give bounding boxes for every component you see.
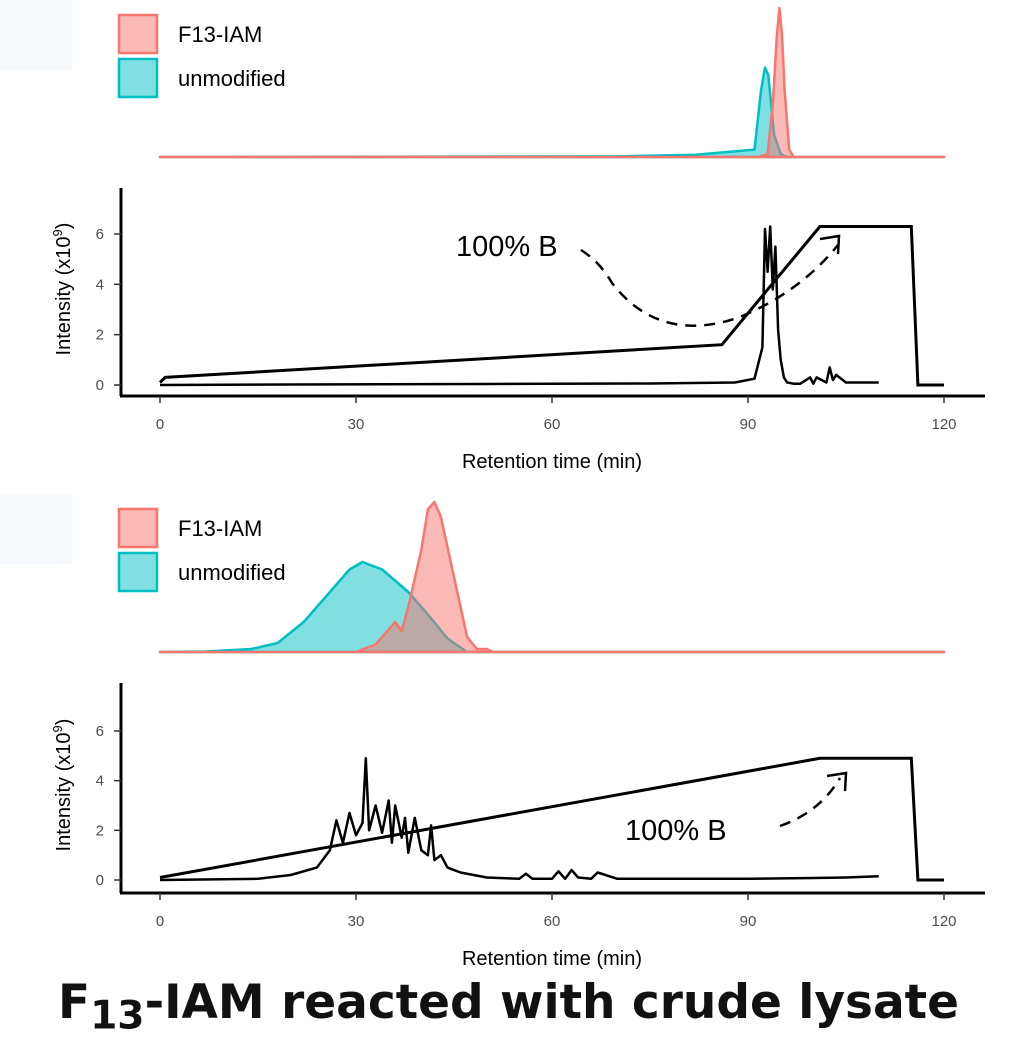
x-axis-title: Retention time (min): [462, 948, 642, 970]
legend-key-f13: [117, 507, 159, 549]
axes: 0 30 60 90 120 0 2 4 6 Retention time (min) Intens…: [50, 683, 985, 970]
legend: F13-IAM unmodified: [117, 507, 286, 593]
x-tick-label: 0: [156, 416, 164, 433]
y-tick-label: 4: [96, 773, 104, 790]
y-tick-label: 0: [96, 872, 104, 889]
y-tick-label: 2: [96, 822, 104, 839]
x-tick-label: 90: [740, 913, 757, 930]
legend-label-unmodified: unmodified: [178, 66, 286, 91]
annotation-arrow-head: [826, 771, 848, 792]
x-tick-label: 60: [544, 416, 561, 433]
legend-background: [0, 0, 72, 70]
chart-panel-top: F13-IAM unmodified 0 30 60 90 120 0 2 4 6 Retention…: [0, 0, 985, 473]
density-plot: [0, 0, 946, 159]
y-tick-label: 0: [96, 377, 104, 394]
caption-rest: -IAM reacted with crude lysate: [144, 975, 960, 1030]
legend-key-f13: [117, 13, 159, 55]
x-tick-label: 30: [348, 913, 365, 930]
density-plot: [0, 494, 946, 654]
caption-prefix: F: [57, 975, 91, 1030]
x-tick-label: 30: [348, 416, 365, 433]
figure-caption: F13-IAM reacted with crude lysate: [0, 975, 1017, 1038]
legend: F13-IAM unmodified: [117, 13, 286, 99]
annotation-arrow-head: [819, 234, 841, 255]
x-tick-label: 60: [544, 913, 561, 930]
density-f13: [158, 6, 946, 159]
legend-key-unmodified: [117, 57, 159, 99]
axes: 0 30 60 90 120 0 2 4 6 Retention time (min) Intens…: [50, 188, 985, 473]
x-axis-title: Retention time (min): [462, 451, 642, 473]
annotation-arrow: [779, 777, 842, 828]
gradient-annotation: 100% B: [625, 771, 848, 847]
gradient-line: [158, 225, 944, 387]
x-tick-label: 120: [931, 913, 956, 930]
legend-label-f13: F13-IAM: [178, 516, 262, 541]
gradient-annotation: 100% B: [456, 231, 841, 327]
x-tick-label: 120: [931, 416, 956, 433]
y-tick-label: 2: [96, 327, 104, 344]
y-tick-label: 6: [96, 226, 104, 243]
legend-label-f13: F13-IAM: [178, 22, 262, 47]
x-tick-label: 90: [740, 416, 757, 433]
annotation-label: 100% B: [456, 231, 558, 263]
y-tick-label: 4: [96, 276, 104, 293]
intensity-trace: [159, 757, 879, 882]
x-tick-label: 0: [156, 913, 164, 930]
annotation-arrow: [580, 244, 839, 327]
gradient-line: [159, 756, 944, 882]
y-tick-label: 6: [96, 723, 104, 740]
y-axis-title: Intensity (x109): [50, 719, 75, 852]
legend-key-unmodified: [117, 551, 159, 593]
intensity-trace: [159, 225, 879, 387]
legend-label-unmodified: unmodified: [178, 560, 286, 585]
annotation-label: 100% B: [625, 815, 727, 847]
density-f13: [158, 500, 946, 654]
chart-panel-bottom: F13-IAM unmodified 0 30 60 90 120 0 2 4 6 Retention…: [0, 494, 985, 970]
legend-background: [0, 494, 72, 564]
y-axis-title: Intensity (x109): [50, 223, 75, 356]
caption-subscript: 13: [90, 993, 145, 1039]
